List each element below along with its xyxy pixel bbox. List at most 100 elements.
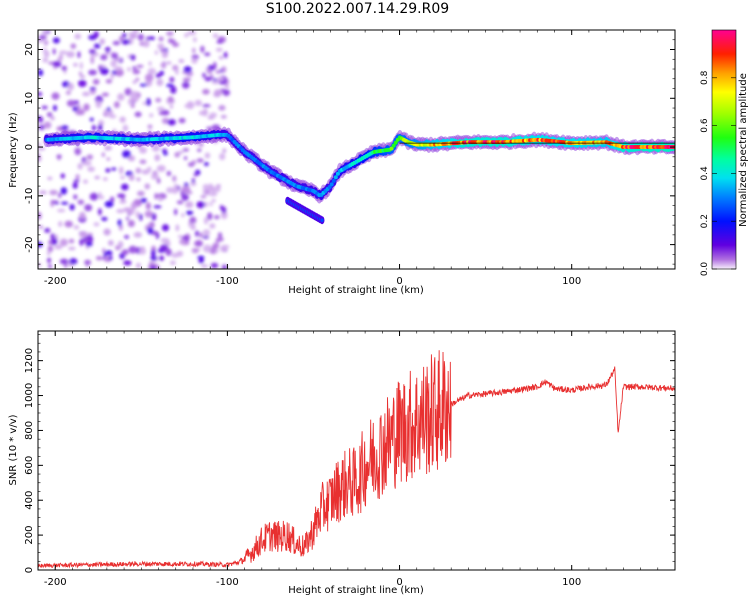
noise-speckle [41,105,48,110]
noise-speckle [136,64,144,68]
y-tick-label: 20 [24,43,35,56]
noise-speckle [199,257,204,261]
y-tick-label: 1200 [24,348,35,373]
noise-speckle [121,39,131,45]
noise-speckle [47,245,54,253]
noise-speckle [130,54,136,61]
noise-speckle [38,116,44,124]
noise-speckle [47,257,52,264]
noise-speckle [167,119,176,126]
colorbar-ticks: 0.0 0.2 0.4 0.6 0.8 [700,70,736,276]
noise-speckle [106,157,111,161]
noise-speckle [38,142,42,147]
snr-panel: -200 -100 0 100 0 200 400 600 800 1000 1200 Heigh… [8,330,676,596]
noise-speckle [185,210,194,216]
x-tick-label: -100 [216,276,239,287]
noise-speckle [59,258,69,265]
noise-speckle [166,187,174,194]
noise-speckle [154,192,158,200]
noise-speckle [213,61,217,70]
noise-speckle [117,209,123,213]
noise-speckle [182,148,190,152]
noise-speckle [70,43,77,49]
noise-speckle [213,89,223,96]
noise-speckle [79,75,86,79]
noise-speckle [121,32,127,38]
noise-speckle [158,255,165,261]
noise-speckle [167,96,174,103]
noise-speckle [179,239,186,245]
noise-speckle [127,67,131,72]
noise-speckle [189,216,197,224]
noise-speckle [79,238,84,246]
noise-speckle [161,148,168,153]
noise-speckle [191,47,196,54]
snr-x-label: Height of straight line (km) [288,585,424,596]
noise-speckle [150,173,159,180]
noise-speckle [135,77,140,82]
noise-speckle [151,249,156,257]
noise-speckle [155,264,160,269]
y-tick-label: 0 [24,567,35,573]
noise-speckle [77,163,83,170]
snr-x-ticks: -200 -100 0 100 [37,331,676,588]
noise-speckle [133,200,139,204]
noise-speckle [59,238,68,247]
noise-speckle [169,76,175,83]
noise-speckle [146,98,151,106]
noise-speckle [46,250,51,256]
noise-speckle [82,91,90,97]
noise-speckle [136,177,141,182]
noise-speckle [166,31,174,36]
noise-speckle [175,224,180,232]
noise-speckle [120,183,129,191]
noise-speckle [57,154,61,161]
snr-y-ticks: 0 200 400 600 800 1000 1200 [24,334,675,573]
noise-speckle [191,160,197,165]
noise-speckle [73,225,80,230]
noise-speckle [44,228,51,233]
noise-speckle [145,202,151,210]
x-tick-label: 100 [562,577,581,588]
y-tick-label: 600 [24,456,35,475]
noise-speckle [215,237,220,244]
x-tick-label: 0 [396,577,402,588]
noise-speckle [89,87,97,91]
noise-speckle [218,80,227,85]
colorbar-tick-label: 0.4 [700,166,710,181]
noise-speckle [198,232,203,238]
noise-speckle [106,107,111,112]
colorbar-tick-label: 0.6 [700,118,710,133]
noise-speckle [200,45,205,53]
noise-speckle [104,145,113,151]
noise-speckle [47,176,53,181]
x-tick-label: 0 [396,276,402,287]
spectrogram-noise [38,30,230,269]
noise-speckle [66,99,76,107]
noise-speckle [49,189,58,196]
noise-speckle [103,228,111,236]
noise-speckle [139,146,147,154]
noise-speckle [219,153,226,161]
noise-speckle [209,112,218,118]
noise-speckle [202,88,210,95]
noise-speckle [200,195,207,199]
noise-speckle [77,79,87,88]
noise-speckle [110,60,117,68]
noise-speckle [93,31,99,39]
noise-speckle [67,82,75,91]
noise-speckle [43,121,52,129]
noise-speckle [161,117,170,124]
noise-speckle [157,43,165,50]
noise-speckle [75,110,85,116]
noise-speckle [64,220,73,228]
noise-speckle [216,76,225,82]
noise-speckle [183,66,192,73]
noise-speckle [147,68,156,75]
noise-speckle [156,78,164,87]
noise-speckle [113,66,123,71]
noise-speckle [190,181,197,187]
noise-speckle [114,52,118,60]
noise-speckle [50,200,59,204]
noise-speckle [98,64,102,71]
